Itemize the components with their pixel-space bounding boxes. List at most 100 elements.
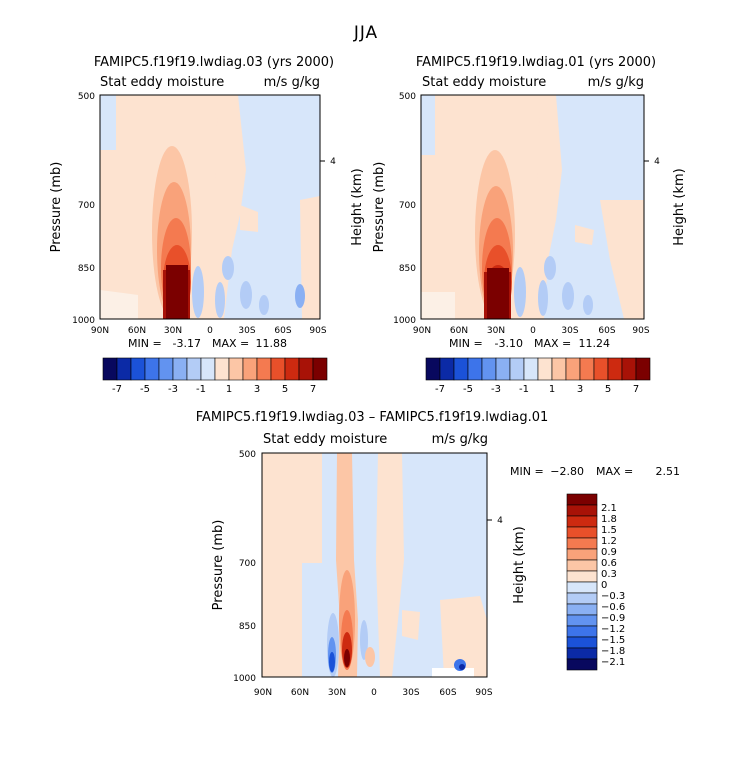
panel-1-colorbar-swatch-15 — [312, 357, 328, 381]
panel-2-cb-label-m5: -5 — [463, 384, 473, 395]
panel-3-cb-label-m0.9: −0.9 — [601, 613, 625, 624]
panel-1: FAMIPC5.f19f19.lwdiag.03 (yrs 2000) Stat… — [49, 55, 365, 395]
panel-3-max-value: 2.51 — [656, 465, 681, 478]
panel-3-cb-label-1.8: 1.8 — [601, 514, 617, 525]
panel-3-max-label: MAX = — [596, 465, 633, 478]
panel-2-right-tick-label: 4 — [654, 157, 660, 167]
panel-1-y-tick-500: 500 — [78, 92, 95, 102]
panel-1-cb-label-1: 1 — [226, 384, 232, 395]
panel-3-right-tick-label: 4 — [497, 516, 503, 526]
panel-3-cb-label-0.3: 0.3 — [601, 569, 617, 580]
panel-2-title: FAMIPC5.f19f19.lwdiag.01 (yrs 2000) — [416, 55, 656, 70]
panel-3-colorbar-swatch-14 — [566, 647, 598, 660]
panel-3-variable: Stat eddy moisture — [263, 432, 387, 447]
panel-2-y-tick-700: 700 — [399, 201, 416, 211]
panel-2-min-label: MIN = — [449, 337, 483, 350]
panel-1-colorbar-labels: -7 -5 -3 -1 1 3 5 7 — [112, 384, 316, 395]
panel-1-y-tick-labels: 500 700 850 1000 — [72, 92, 95, 326]
panel-2-colorbar-swatch-14 — [621, 357, 637, 381]
panel-2-ylabel-right: Height (km) — [672, 168, 687, 245]
panel-2-colorbar-swatch-6 — [509, 357, 525, 381]
panel-3-colorbar-swatch-5 — [566, 548, 598, 561]
panel-3-y-tick-1000: 1000 — [233, 674, 256, 684]
panel-3-x-tick-labels: 90N 60N 30N 0 30S 60S 90S — [254, 688, 493, 698]
panel-3-colorbar-labels: 2.1 1.8 1.5 1.2 0.9 0.6 0.3 0 −0.3 −0.6 … — [601, 503, 625, 668]
panel-1-colorbar-swatch-2 — [130, 357, 146, 381]
panel-3-colorbar-swatch-2 — [566, 515, 598, 528]
panel-2-x-tick-60N: 60N — [450, 326, 468, 336]
panel-1-colorbar-swatch-12 — [270, 357, 286, 381]
panel-2-variable: Stat eddy moisture — [422, 75, 546, 90]
panel-1-variable: Stat eddy moisture — [100, 75, 224, 90]
panel-1-right-tick-label: 4 — [330, 157, 336, 167]
panel-1-y-tick-700: 700 — [78, 201, 95, 211]
panel-2-cb-label-7: 7 — [633, 384, 639, 395]
panel-1-x-tick-30S: 30S — [238, 326, 255, 336]
panel-2-plot-area — [420, 94, 645, 320]
panel-3-x-tick-90N: 90N — [254, 688, 272, 698]
panel-3-cb-label-0.9: 0.9 — [601, 547, 617, 558]
panel-2-colorbar-swatch-15 — [635, 357, 651, 381]
panel-1-plot-area — [99, 94, 321, 320]
panel-1-colorbar-swatch-4 — [158, 357, 174, 381]
panel-2-ylabel: Pressure (mb) — [372, 162, 387, 253]
panel-3-min-label: MIN = — [510, 465, 544, 478]
panel-2-cb-label-1: 1 — [549, 384, 555, 395]
panel-3-y-tick-500: 500 — [239, 450, 256, 460]
panel-1-x-tick-90S: 90S — [309, 326, 326, 336]
panel-3-colorbar-swatch-10 — [566, 603, 598, 616]
panel-1-colorbar-swatch-6 — [186, 357, 202, 381]
panel-3-cb-label-m1.2: −1.2 — [601, 624, 625, 635]
panel-1-colorbar-swatch-13 — [284, 357, 300, 381]
panel-2-colorbar-swatch-8 — [537, 357, 553, 381]
panel-1-cb-label-m7: -7 — [112, 384, 122, 395]
panel-1-title: FAMIPC5.f19f19.lwdiag.03 (yrs 2000) — [94, 55, 334, 70]
panel-2-colorbar-swatch-12 — [593, 357, 609, 381]
panel-1-colorbar-swatch-1 — [116, 357, 132, 381]
panel-2-x-tick-60S: 60S — [598, 326, 615, 336]
panel-1-colorbar-swatch-10 — [242, 357, 258, 381]
panel-3-x-tick-60S: 60S — [439, 688, 456, 698]
panel-3-ylabel-right: Height (km) — [512, 526, 527, 603]
panel-1-colorbar-swatch-14 — [298, 357, 314, 381]
panel-1-colorbar-swatch-8 — [214, 357, 230, 381]
panel-3-x-tick-0: 0 — [371, 688, 377, 698]
panel-1-x-tick-60N: 60N — [128, 326, 146, 336]
panel-2-colorbar-labels: -7 -5 -3 -1 1 3 5 7 — [435, 384, 639, 395]
panel-3-colorbar-swatch-7 — [566, 570, 598, 583]
panel-2-max-label: MAX = — [534, 337, 571, 350]
panel-3-colorbar-swatch-13 — [566, 636, 598, 649]
panel-1-y-tick-1000: 1000 — [72, 316, 95, 326]
panel-3-cb-label-0: 0 — [601, 580, 607, 591]
panel-3-plot-area — [261, 452, 488, 678]
panel-2-max-value: 11.24 — [579, 337, 611, 350]
panel-3-colorbar-swatch-12 — [566, 625, 598, 638]
panel-2-colorbar-swatch-3 — [467, 357, 483, 381]
panel-3-colorbar-swatch-6 — [566, 559, 598, 572]
panel-2-y-tick-labels: 500 700 850 1000 — [393, 92, 416, 326]
panel-3-x-tick-60N: 60N — [291, 688, 309, 698]
panel-3-cb-label-m0.3: −0.3 — [601, 591, 625, 602]
panel-2-cb-label-m7: -7 — [435, 384, 445, 395]
panel-1-units: m/s g/kg — [264, 75, 320, 90]
panel-3-x-tick-30S: 30S — [402, 688, 419, 698]
panel-1-x-tick-90N: 90N — [91, 326, 109, 336]
panel-1-cb-label-m5: -5 — [140, 384, 150, 395]
panel-3-min-value: −2.80 — [550, 465, 584, 478]
panel-2-colorbar-swatch-11 — [579, 357, 595, 381]
panel-3-cb-label-2.1: 2.1 — [601, 503, 617, 514]
panel-2-cb-label-m1: -1 — [519, 384, 529, 395]
panel-1-min-label: MIN = — [128, 337, 162, 350]
panel-1-min-value: -3.17 — [173, 337, 201, 350]
panel-3-colorbar-swatch-4 — [566, 537, 598, 550]
panel-3-x-tick-30N: 30N — [328, 688, 346, 698]
panel-2-x-tick-30N: 30N — [487, 326, 505, 336]
panel-1-ylabel: Pressure (mb) — [49, 162, 64, 253]
panel-2-colorbar-swatch-5 — [495, 357, 511, 381]
panel-2-colorbar-swatch-0 — [425, 357, 441, 381]
page-title: JJA — [353, 23, 378, 43]
panel-1-colorbar — [102, 357, 328, 381]
panel-3-colorbar-swatch-0 — [566, 493, 598, 506]
panel-1-cb-label-m1: -1 — [196, 384, 206, 395]
panel-2-y-tick-850: 850 — [399, 264, 416, 274]
